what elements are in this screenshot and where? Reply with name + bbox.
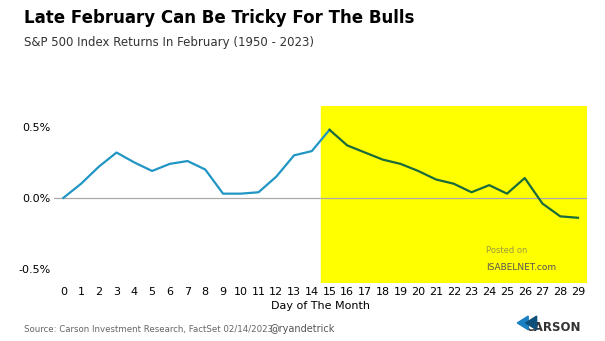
Text: CARSON: CARSON [525,321,581,334]
Text: @ryandetrick: @ryandetrick [270,324,335,334]
Text: ISABELNET.com: ISABELNET.com [486,263,556,272]
Text: Late February Can Be Tricky For The Bulls: Late February Can Be Tricky For The Bull… [24,9,414,27]
X-axis label: Day of The Month: Day of The Month [271,301,370,311]
Bar [321,106,587,283]
Text: Source: Carson Investment Research, FactSet 02/14/2023: Source: Carson Investment Research, Fact… [24,325,273,334]
Text: Posted on: Posted on [486,246,527,255]
Text: S&P 500 Index Returns In February (1950 - 2023): S&P 500 Index Returns In February (1950 … [24,36,314,49]
